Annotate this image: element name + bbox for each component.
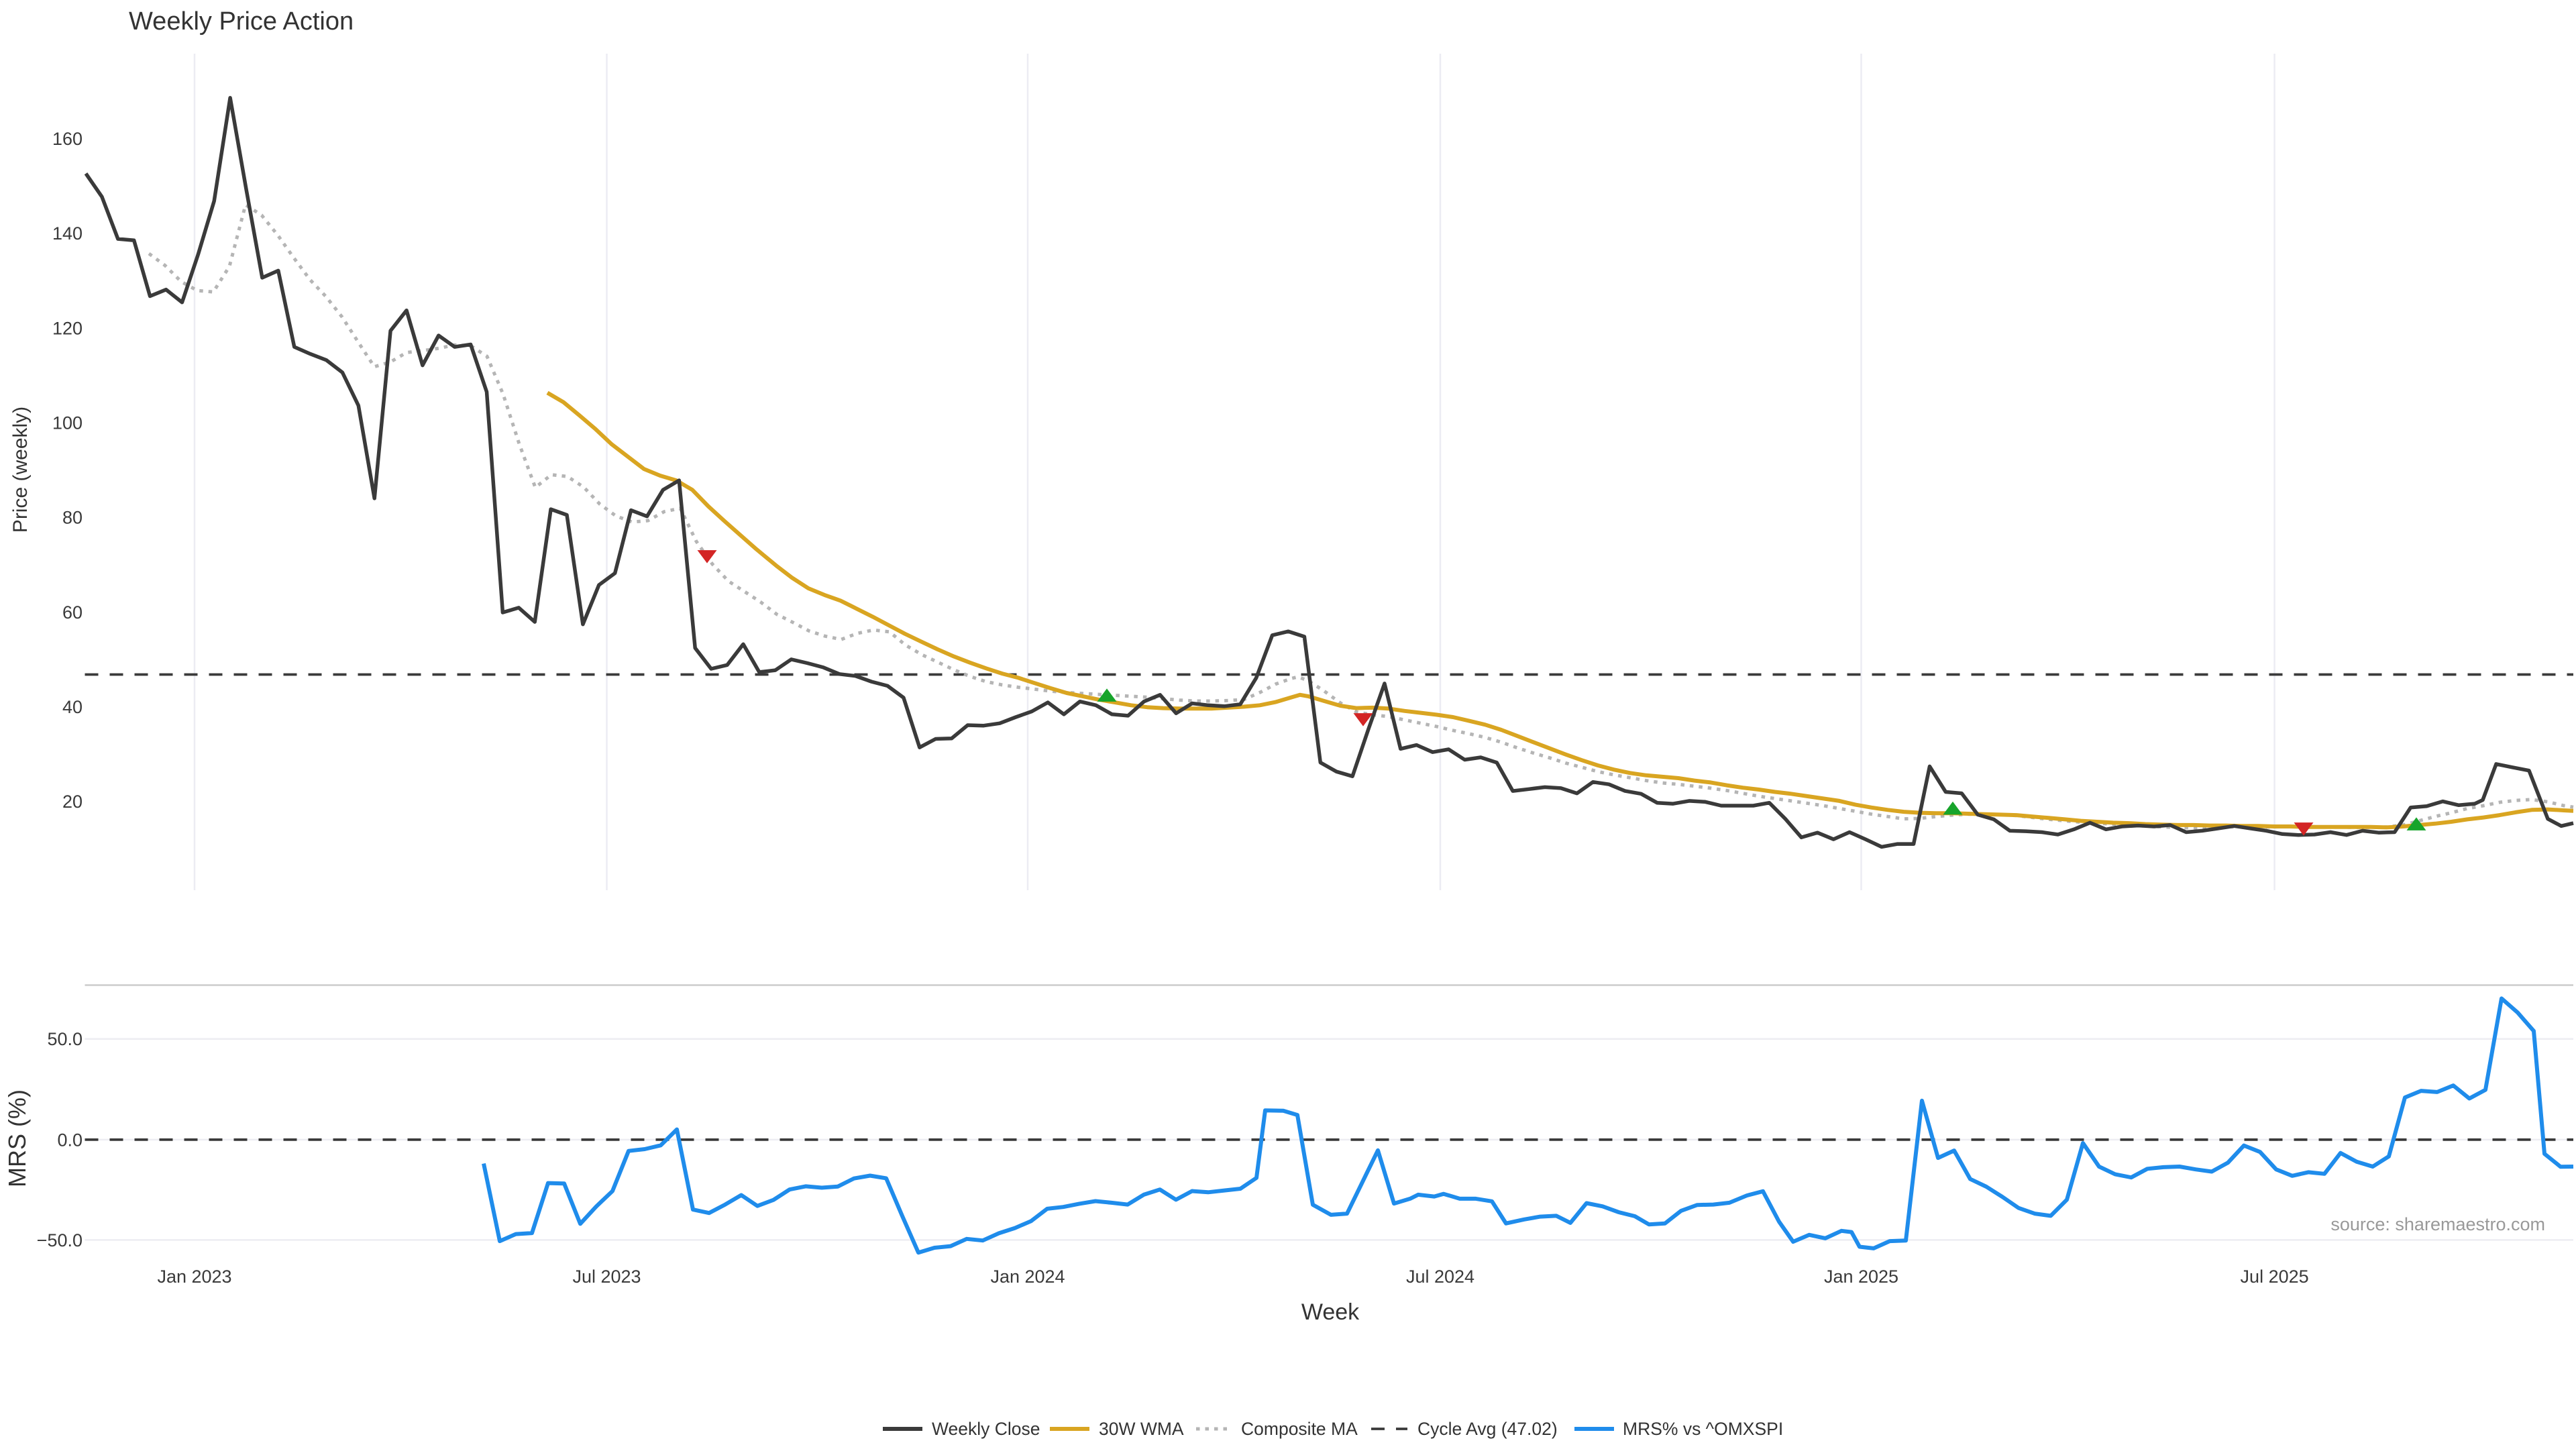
svg-text:60: 60 [62,602,83,623]
svg-text:Jul 2023: Jul 2023 [572,1267,641,1287]
svg-text:140: 140 [52,223,83,244]
svg-text:40: 40 [62,697,83,717]
svg-text:Jul 2025: Jul 2025 [2241,1267,2309,1287]
svg-text:100: 100 [52,413,83,433]
svg-text:Weekly Price Action: Weekly Price Action [129,7,354,36]
svg-text:Jan 2024: Jan 2024 [990,1267,1065,1287]
svg-text:20: 20 [62,792,83,812]
svg-text:Weekly Close: Weekly Close [932,1419,1040,1439]
svg-text:Cycle Avg (47.02): Cycle Avg (47.02) [1417,1419,1558,1439]
svg-text:0.0: 0.0 [57,1130,83,1150]
svg-text:MRS% vs ^OMXSPI: MRS% vs ^OMXSPI [1623,1419,1783,1439]
svg-text:120: 120 [52,318,83,338]
svg-text:source: sharemaestro.com: source: sharemaestro.com [2330,1214,2545,1234]
svg-text:30W WMA: 30W WMA [1099,1419,1184,1439]
svg-text:80: 80 [62,508,83,528]
svg-text:Jul 2024: Jul 2024 [1406,1267,1474,1287]
svg-text:Composite MA: Composite MA [1241,1419,1358,1439]
svg-text:Week: Week [1301,1299,1360,1325]
svg-text:MRS (%): MRS (%) [3,1089,31,1187]
svg-text:−50.0: −50.0 [37,1230,83,1250]
svg-text:Jan 2025: Jan 2025 [1824,1267,1898,1287]
svg-text:160: 160 [52,129,83,149]
svg-text:Price (weekly): Price (weekly) [9,407,32,533]
svg-text:50.0: 50.0 [47,1029,83,1049]
svg-text:Jan 2023: Jan 2023 [157,1267,231,1287]
